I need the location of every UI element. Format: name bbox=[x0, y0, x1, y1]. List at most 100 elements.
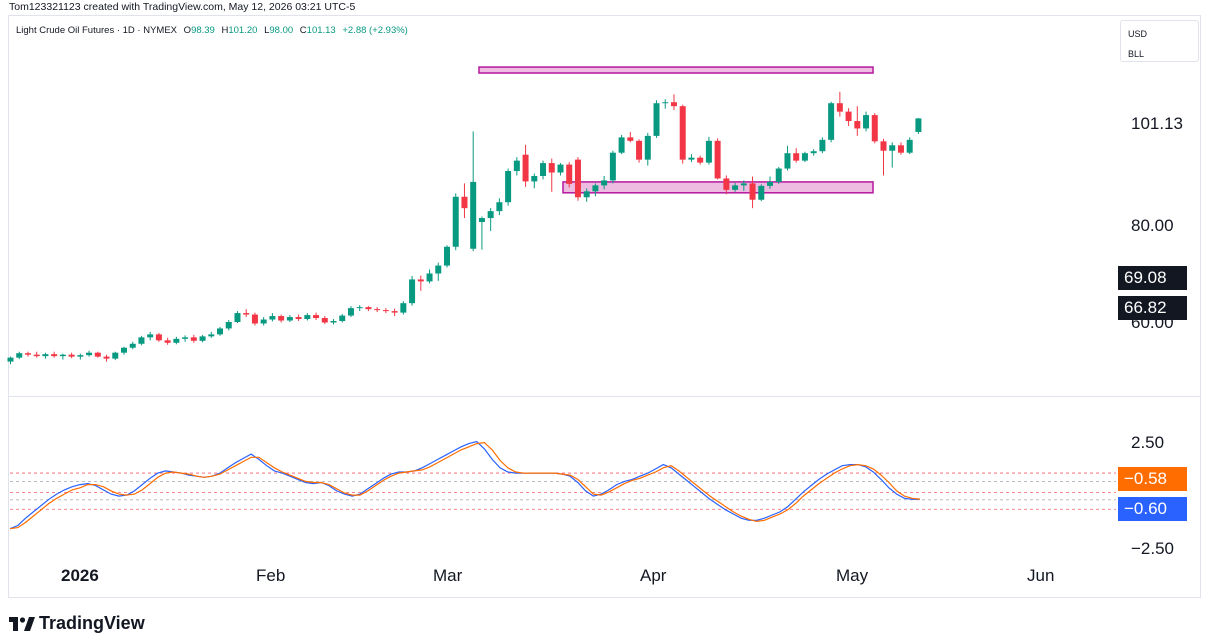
candle-down bbox=[24, 353, 31, 355]
candle-up bbox=[662, 102, 669, 104]
candle-up bbox=[42, 354, 49, 357]
candle-down bbox=[897, 145, 904, 153]
tradingview-logo[interactable]: TradingView bbox=[9, 613, 145, 634]
candle-down bbox=[836, 103, 843, 112]
close-value: 101.13 bbox=[306, 25, 336, 36]
candle-down bbox=[313, 315, 320, 319]
candle-down bbox=[243, 313, 250, 315]
candle-up bbox=[810, 151, 817, 154]
candle-up bbox=[330, 321, 337, 323]
open-value: 98.39 bbox=[191, 25, 215, 36]
candle-down bbox=[697, 157, 704, 163]
unit-label: BLL bbox=[1128, 49, 1145, 59]
candle-up bbox=[592, 185, 599, 192]
candle-up bbox=[505, 171, 512, 203]
symbol-legend: Light Crude Oil Futures · 1D · NYMEX O98… bbox=[16, 25, 408, 36]
candle-up bbox=[234, 313, 241, 322]
candle-down bbox=[574, 159, 581, 198]
low-label: L bbox=[264, 25, 270, 36]
candle-up bbox=[286, 317, 293, 321]
candle-up bbox=[138, 337, 145, 344]
candle-up bbox=[819, 139, 826, 152]
credit-text: Tom123321123 created with TradingView.co… bbox=[9, 1, 356, 13]
price-tick-80: 80.00 bbox=[1131, 216, 1174, 235]
candle-up bbox=[801, 153, 808, 161]
candle-down bbox=[548, 163, 555, 173]
currency-label: USD bbox=[1128, 29, 1148, 39]
candle-up bbox=[863, 115, 870, 129]
candle-up bbox=[7, 357, 14, 362]
candle-up bbox=[304, 315, 311, 320]
candle-up bbox=[86, 352, 93, 356]
zone-rect bbox=[478, 66, 874, 74]
candle-down bbox=[723, 178, 730, 190]
candle-down bbox=[854, 121, 861, 129]
osc-tag-blue: −0.60 bbox=[1118, 497, 1187, 521]
change-value: +2.88 (+2.93%) bbox=[342, 25, 408, 36]
candle-up bbox=[758, 185, 765, 200]
candle-down bbox=[461, 196, 468, 209]
candle-down bbox=[749, 183, 756, 200]
candle-up bbox=[120, 347, 127, 353]
candle-down bbox=[679, 106, 686, 160]
zone-rect bbox=[562, 181, 874, 194]
candle-up bbox=[644, 135, 651, 160]
candle-up bbox=[356, 307, 363, 309]
candle-down bbox=[391, 311, 398, 313]
x-label-may: May bbox=[836, 566, 869, 585]
candle-down bbox=[51, 354, 58, 357]
candle-up bbox=[906, 139, 913, 153]
candle-up bbox=[452, 196, 459, 247]
candle-up bbox=[775, 168, 782, 182]
candle-up bbox=[740, 183, 747, 186]
candle-up bbox=[557, 164, 564, 173]
candle-down bbox=[365, 307, 372, 310]
candle-up bbox=[513, 160, 520, 172]
candle-up bbox=[129, 343, 136, 348]
logo-text: TradingView bbox=[39, 613, 145, 633]
currency-unit-box[interactable]: USD BLL bbox=[1120, 20, 1199, 62]
candle-down bbox=[627, 137, 634, 141]
last-price-label: 101.13 bbox=[1131, 114, 1183, 133]
candle-up bbox=[260, 319, 267, 324]
tradingview-logo-icon bbox=[9, 616, 35, 631]
high-label: H bbox=[221, 25, 229, 36]
candle-up bbox=[16, 353, 23, 358]
osc-line-blue bbox=[9, 440, 920, 530]
candle-up bbox=[784, 153, 791, 169]
candle-up bbox=[444, 246, 450, 266]
candle-up bbox=[609, 152, 616, 181]
candle-up bbox=[601, 180, 608, 186]
close-label: C bbox=[299, 25, 307, 36]
candle-up bbox=[915, 118, 922, 132]
candle-up bbox=[199, 336, 206, 341]
x-label-jun: Jun bbox=[1027, 566, 1055, 585]
candle-up bbox=[470, 181, 477, 249]
candle-down bbox=[94, 352, 101, 357]
candle-down bbox=[33, 354, 40, 357]
candle-down bbox=[155, 334, 162, 341]
x-label-feb: Feb bbox=[256, 566, 286, 585]
candle-up bbox=[59, 354, 66, 357]
candle-up bbox=[173, 338, 180, 343]
osc-tick-bottom: −2.50 bbox=[1131, 539, 1175, 558]
x-label-2026: 2026 bbox=[61, 566, 99, 585]
candle-up bbox=[688, 157, 695, 160]
candle-up bbox=[732, 185, 739, 190]
candle-up bbox=[705, 140, 712, 163]
candle-up bbox=[487, 211, 494, 219]
osc-tag-orange: −0.58 bbox=[1118, 467, 1187, 491]
candle-up bbox=[435, 265, 442, 274]
candle-up bbox=[653, 103, 660, 136]
candle-up bbox=[767, 181, 774, 186]
candle-up bbox=[182, 337, 189, 339]
candle-up bbox=[208, 334, 215, 337]
candle-up bbox=[531, 175, 538, 182]
candle-up bbox=[540, 163, 547, 176]
candle-down bbox=[880, 141, 887, 151]
high-value: 101.20 bbox=[228, 25, 258, 36]
candle-down bbox=[68, 354, 75, 357]
pane-divider[interactable] bbox=[8, 396, 1201, 397]
candle-up bbox=[269, 316, 276, 320]
